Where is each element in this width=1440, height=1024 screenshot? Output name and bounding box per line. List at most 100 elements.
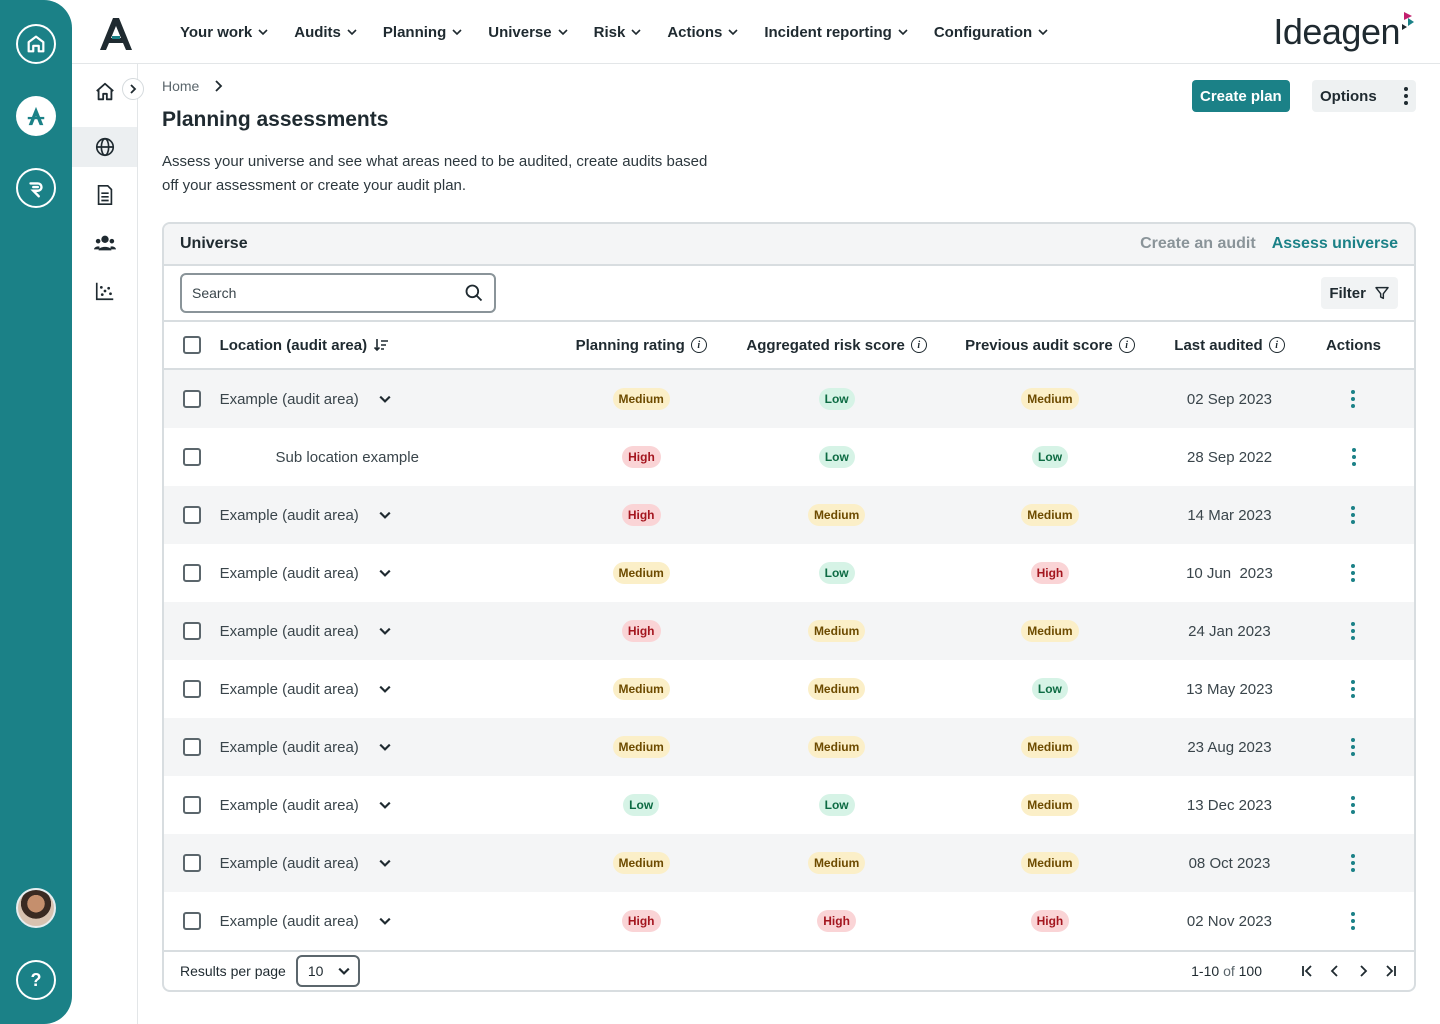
- previous-page-icon[interactable]: [1328, 964, 1342, 978]
- results-per-page-select[interactable]: 10: [295, 955, 360, 987]
- previous-audit-badge: High: [1030, 562, 1070, 584]
- row-actions-icon[interactable]: [1351, 506, 1356, 524]
- row-checkbox[interactable]: [182, 448, 201, 466]
- breadcrumb: Home: [162, 78, 223, 94]
- row-checkbox[interactable]: [182, 680, 201, 698]
- aggregated-risk-badge: High: [817, 910, 856, 932]
- table-row[interactable]: Example (audit area) Medium Medium Medium 23…: [164, 718, 1414, 776]
- row-actions-icon[interactable]: [1351, 796, 1356, 814]
- sidebar-item-home[interactable]: [72, 72, 137, 112]
- next-page-icon[interactable]: [1356, 964, 1370, 978]
- options-button[interactable]: Options: [1312, 80, 1416, 112]
- table-row[interactable]: Example (audit area) High Medium Medium 24 J…: [164, 602, 1414, 660]
- expand-row-icon[interactable]: [379, 509, 391, 521]
- expand-row-icon[interactable]: [379, 915, 391, 927]
- sidebar-item-people[interactable]: [72, 223, 137, 263]
- info-icon[interactable]: i: [1118, 337, 1135, 353]
- row-checkbox[interactable]: [182, 796, 201, 814]
- sort-icon[interactable]: [373, 337, 389, 353]
- expand-row-icon[interactable]: [379, 799, 391, 811]
- planning-rating-badge: Medium: [612, 678, 670, 700]
- row-checkbox[interactable]: [182, 564, 201, 582]
- info-icon[interactable]: i: [910, 337, 927, 353]
- table-row[interactable]: Example (audit area) Low Low Medium 13 Dec 2…: [164, 776, 1414, 834]
- table-row[interactable]: Example (audit area) High Medium Medium 14 M…: [164, 486, 1414, 544]
- row-actions-icon[interactable]: [1351, 622, 1356, 640]
- table-toolbar: Filter: [164, 266, 1414, 322]
- expand-row-icon[interactable]: [379, 683, 391, 695]
- table-row[interactable]: Sub location example High Low Low 28 Sep 202…: [164, 428, 1414, 486]
- expand-row-icon[interactable]: [379, 625, 391, 637]
- row-actions-icon[interactable]: [1351, 912, 1356, 930]
- tab-assess-universe[interactable]: Assess universe: [1271, 235, 1398, 252]
- location-name[interactable]: Example (audit area): [219, 912, 359, 930]
- row-actions-icon[interactable]: [1351, 854, 1356, 872]
- nav-configuration[interactable]: Configuration: [934, 24, 1048, 41]
- sidebar-item-analytics[interactable]: [72, 271, 137, 311]
- location-name[interactable]: Example (audit area): [219, 680, 359, 698]
- card-header: Universe Create an audit Assess universe: [164, 224, 1414, 266]
- nav-actions[interactable]: Actions: [667, 24, 738, 41]
- search-input[interactable]: [192, 285, 432, 301]
- table-row[interactable]: Example (audit area) Medium Medium Medium 08…: [164, 834, 1414, 892]
- location-name[interactable]: Example (audit area): [219, 622, 359, 640]
- expand-row-icon[interactable]: [379, 567, 391, 579]
- row-actions-icon[interactable]: [1351, 448, 1356, 466]
- table-row[interactable]: Example (audit area) Medium Medium Low 13 Ma…: [164, 660, 1414, 718]
- audit-app-icon[interactable]: [16, 96, 56, 136]
- row-checkbox[interactable]: [182, 390, 201, 408]
- table-row[interactable]: Example (audit area) Medium Low Medium 02 Se…: [164, 370, 1414, 428]
- sidebar-item-documents[interactable]: [72, 175, 137, 215]
- select-all-checkbox[interactable]: [182, 336, 201, 354]
- first-page-icon[interactable]: [1300, 964, 1314, 978]
- table-header: Location (audit area) Planning rating i A…: [164, 322, 1414, 370]
- row-checkbox[interactable]: [182, 738, 201, 756]
- filter-button[interactable]: Filter: [1321, 277, 1398, 309]
- create-plan-button[interactable]: Create plan: [1192, 80, 1290, 112]
- expand-row-icon[interactable]: [379, 393, 391, 405]
- row-checkbox[interactable]: [182, 622, 201, 640]
- location-name[interactable]: Example (audit area): [219, 564, 359, 582]
- table-row[interactable]: Example (audit area) Medium Low High 10 Jun …: [164, 544, 1414, 602]
- avatar[interactable]: [16, 888, 56, 928]
- table-row[interactable]: Example (audit area) High High High 02 Nov 2…: [164, 892, 1414, 950]
- nav-universe[interactable]: Universe: [488, 24, 568, 41]
- expand-row-icon[interactable]: [379, 741, 391, 753]
- expand-sidebar-button[interactable]: [122, 78, 144, 100]
- row-checkbox[interactable]: [182, 854, 201, 872]
- row-actions-icon[interactable]: [1351, 738, 1356, 756]
- chevron-down-icon: [347, 29, 357, 36]
- chevron-down-icon: [258, 29, 268, 36]
- row-checkbox[interactable]: [182, 506, 201, 524]
- row-actions-icon[interactable]: [1351, 390, 1356, 408]
- row-actions-icon[interactable]: [1351, 680, 1356, 698]
- expand-row-icon[interactable]: [379, 857, 391, 869]
- last-page-icon[interactable]: [1384, 964, 1398, 978]
- info-icon[interactable]: i: [690, 337, 707, 353]
- previous-audit-badge: Medium: [1021, 504, 1079, 526]
- row-actions-icon[interactable]: [1351, 564, 1356, 582]
- help-icon[interactable]: ?: [16, 960, 56, 1000]
- nav-incident-reporting[interactable]: Incident reporting: [764, 24, 908, 41]
- nav-your-work[interactable]: Your work: [180, 24, 268, 41]
- header-location[interactable]: Location (audit area): [219, 336, 368, 354]
- home-icon[interactable]: [16, 24, 56, 64]
- location-name[interactable]: Example (audit area): [219, 854, 359, 872]
- tab-create-audit[interactable]: Create an audit: [1140, 235, 1256, 252]
- nav-audits[interactable]: Audits: [294, 24, 357, 41]
- location-name[interactable]: Example (audit area): [219, 506, 359, 524]
- breadcrumb-home[interactable]: Home: [162, 78, 200, 94]
- nav-planning[interactable]: Planning: [383, 24, 462, 41]
- risk-app-icon[interactable]: [16, 168, 56, 208]
- nav-risk[interactable]: Risk: [594, 24, 642, 41]
- row-checkbox[interactable]: [182, 912, 201, 930]
- location-name[interactable]: Example (audit area): [219, 390, 359, 408]
- location-name[interactable]: Example (audit area): [219, 796, 359, 814]
- audit-logo-icon[interactable]: [98, 16, 134, 52]
- location-name[interactable]: Sub location example: [275, 448, 419, 466]
- search-icon[interactable]: [464, 283, 484, 303]
- info-icon[interactable]: i: [1268, 337, 1285, 353]
- chevron-down-icon: [558, 29, 568, 36]
- location-name[interactable]: Example (audit area): [219, 738, 359, 756]
- sidebar-item-universe[interactable]: [72, 127, 137, 167]
